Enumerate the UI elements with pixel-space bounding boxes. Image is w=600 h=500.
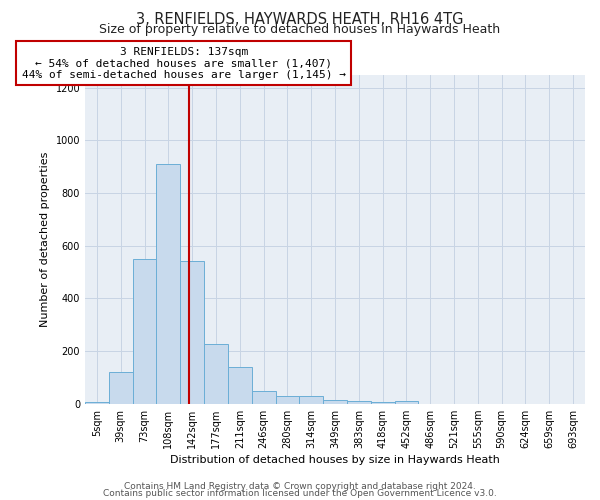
Bar [275, 396, 299, 404]
Y-axis label: Number of detached properties: Number of detached properties [40, 152, 50, 327]
Bar [395, 401, 418, 404]
Bar [109, 372, 133, 404]
Bar [85, 402, 109, 404]
Bar [347, 401, 371, 404]
Bar [371, 402, 395, 404]
Bar [323, 400, 347, 404]
Bar [251, 390, 275, 404]
Text: 3 RENFIELDS: 137sqm
← 54% of detached houses are smaller (1,407)
44% of semi-det: 3 RENFIELDS: 137sqm ← 54% of detached ho… [22, 46, 346, 80]
Bar [133, 259, 157, 404]
Bar [157, 164, 180, 404]
X-axis label: Distribution of detached houses by size in Haywards Heath: Distribution of detached houses by size … [170, 455, 500, 465]
Bar [228, 367, 251, 404]
Text: 3, RENFIELDS, HAYWARDS HEATH, RH16 4TG: 3, RENFIELDS, HAYWARDS HEATH, RH16 4TG [136, 12, 464, 28]
Bar [299, 396, 323, 404]
Bar [204, 344, 228, 404]
Text: Contains public sector information licensed under the Open Government Licence v3: Contains public sector information licen… [103, 489, 497, 498]
Text: Size of property relative to detached houses in Haywards Heath: Size of property relative to detached ho… [100, 22, 500, 36]
Text: Contains HM Land Registry data © Crown copyright and database right 2024.: Contains HM Land Registry data © Crown c… [124, 482, 476, 491]
Bar [180, 262, 204, 404]
